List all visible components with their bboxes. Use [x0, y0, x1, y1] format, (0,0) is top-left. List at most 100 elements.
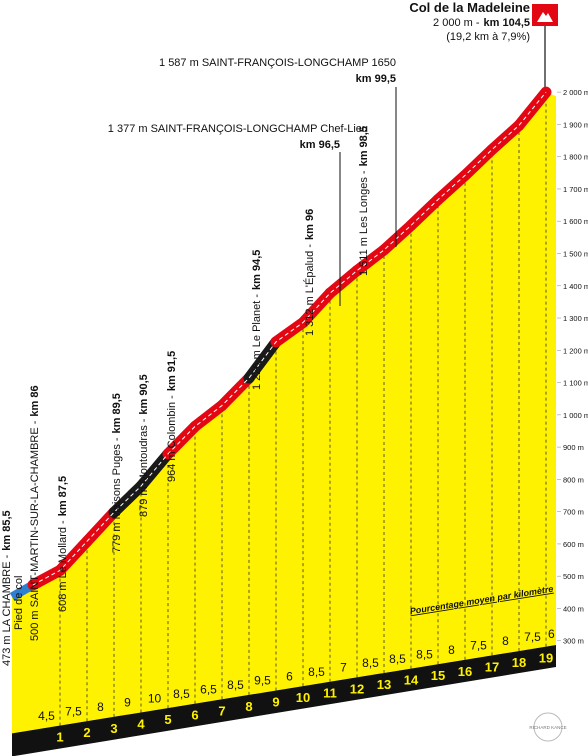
gradient-label: 7,5 — [470, 639, 487, 653]
y-tick-label: 1 600 m — [563, 217, 588, 226]
gradient-label: 4,5 — [38, 709, 55, 723]
y-tick-label: 600 m — [563, 540, 584, 549]
waypoint-label: 964 m Colombin - km 91,5 — [166, 351, 178, 482]
waypoint-label: 779 m Maisons Puges - km 89,5 — [111, 393, 123, 553]
x-tick-label: 3 — [110, 721, 117, 736]
waypoint-km: km 94,5 — [251, 250, 263, 290]
waypoint-label: 500 m SAINT-MARTIN-SUR-LA-CHAMBRE - km 86 — [29, 385, 41, 641]
y-tick-label: 1 200 m — [563, 346, 588, 355]
y-tick-label: 1 400 m — [563, 282, 588, 291]
gradient-label: 7 — [340, 661, 347, 675]
chart-title: Col de la Madeleine — [409, 0, 530, 15]
credit: RICHARD KANCE — [529, 725, 566, 730]
y-tick-label: 1 100 m — [563, 379, 588, 388]
gradient-label: 6 — [548, 627, 555, 641]
gradient-label: 8 — [97, 700, 104, 714]
waypoint-km: km 90,5 — [138, 374, 150, 414]
waypoint-name: 1 226 m Le Planet - — [251, 294, 263, 390]
waypoint-label: 1 587 m SAINT-FRANÇOIS-LONGCHAMP 1650 — [159, 57, 396, 69]
y-tick-label: 1 900 m — [563, 120, 588, 129]
x-tick-label: 14 — [404, 673, 419, 688]
waypoint-km: km 87,5 — [57, 476, 69, 516]
waypoint-label: 1 511 m Les Longes - km 98,5 — [358, 126, 370, 276]
x-tick-label: 9 — [272, 695, 279, 710]
waypoint-km: km 85,5 — [1, 510, 13, 550]
gradient-label: 7,5 — [524, 630, 541, 644]
waypoint-km: km 99,5 — [356, 73, 396, 85]
waypoint-km: km 89,5 — [111, 393, 123, 433]
gradient-label: 10 — [148, 691, 162, 705]
summit-altitude: 2 000 m - — [433, 17, 480, 29]
gradient-label: 8,5 — [308, 665, 325, 679]
x-tick-label: 17 — [485, 659, 499, 674]
x-tick-label: 11 — [323, 686, 337, 701]
y-tick-label: 500 m — [563, 572, 584, 581]
waypoint-label: 1 377 m SAINT-FRANÇOIS-LONGCHAMP Chef-Li… — [108, 123, 368, 135]
waypoint-km: km 91,5 — [166, 351, 178, 391]
waypoint-km: km 96 — [304, 209, 316, 240]
waypoint-note: Pied de col — [13, 576, 25, 630]
base-band — [12, 645, 556, 756]
y-tick-label: 1 500 m — [563, 249, 588, 258]
waypoint-name: 1 511 m Les Longes - — [358, 170, 370, 276]
gradient-label: 8,5 — [416, 647, 433, 661]
gradient-label: 6,5 — [200, 682, 217, 696]
x-tick-label: 15 — [431, 668, 445, 683]
credit-logo — [533, 712, 563, 742]
x-tick-label: 13 — [377, 677, 391, 692]
gradient-label: 8 — [448, 643, 455, 657]
chart-subtitle: (19,2 km à 7,9%) — [446, 31, 530, 43]
gradient-label: 9,5 — [254, 674, 271, 688]
y-tick-label: 900 m — [563, 443, 584, 452]
y-tick-label: 800 m — [563, 475, 584, 484]
y-tick-label: 1 700 m — [563, 185, 588, 194]
x-tick-label: 1 — [56, 730, 63, 745]
x-tick-label: 18 — [512, 655, 526, 670]
y-tick-label: 1 300 m — [563, 314, 588, 323]
profile-area — [12, 92, 556, 734]
waypoint-km: km 98,5 — [358, 126, 370, 166]
gradient-label: 8 — [502, 634, 509, 648]
y-tick-label: 2 000 m — [563, 88, 588, 97]
waypoint-km: km 96,5 — [300, 139, 340, 151]
x-tick-label: 19 — [539, 651, 553, 666]
flag-icon — [537, 12, 553, 22]
waypoint-km: km 86 — [29, 385, 41, 416]
gradient-label: 7,5 — [65, 704, 82, 718]
waypoint-name: 779 m Maisons Puges - — [111, 437, 123, 553]
y-tick-label: 1 800 m — [563, 153, 588, 162]
x-tick-label: 12 — [350, 681, 364, 696]
waypoint-label: 879 m Montoudras - km 90,5 — [138, 374, 150, 517]
waypoint-label: 1 312 m L'Épalud - km 96 — [303, 209, 316, 336]
gradient-label: 8,5 — [227, 678, 244, 692]
waypoint-name: 1 312 m L'Épalud - — [303, 244, 316, 336]
y-tick-label: 400 m — [563, 604, 584, 613]
gradient-label: 8,5 — [173, 687, 190, 701]
waypoint-label: 608 m Le Mollard - km 87,5 — [57, 476, 69, 612]
gradient-label: 8,5 — [362, 656, 379, 670]
x-tick-label: 4 — [137, 716, 145, 731]
x-tick-label: 7 — [218, 703, 225, 718]
waypoint-label: 473 m LA CHAMBRE - km 85,5 — [1, 510, 13, 666]
x-tick-label: 10 — [296, 690, 310, 705]
waypoint-name: 964 m Colombin - — [166, 395, 178, 482]
profile-segment — [81, 506, 120, 547]
waypoint-name: 473 m LA CHAMBRE - — [1, 554, 13, 666]
x-tick-label: 6 — [191, 708, 198, 723]
waypoint-name: 500 m SAINT-MARTIN-SUR-LA-CHAMBRE - — [29, 420, 41, 641]
x-tick-label: 8 — [245, 699, 252, 714]
y-tick-label: 700 m — [563, 508, 584, 517]
x-tick-label: 16 — [458, 664, 472, 679]
y-tick-label: 1 000 m — [563, 411, 588, 420]
waypoint-name: 608 m Le Mollard - — [57, 520, 69, 612]
summit-detail: 2 000 m - km 104,5 — [433, 17, 530, 29]
waypoint-name: 879 m Montoudras - — [138, 418, 150, 517]
x-tick-label: 2 — [83, 725, 90, 740]
gradient-label: 6 — [286, 669, 293, 683]
gradient-label: 9 — [124, 696, 131, 710]
x-tick-label: 5 — [164, 712, 171, 727]
gradient-label: 8,5 — [389, 652, 406, 666]
summit-km: km 104,5 — [484, 17, 530, 29]
